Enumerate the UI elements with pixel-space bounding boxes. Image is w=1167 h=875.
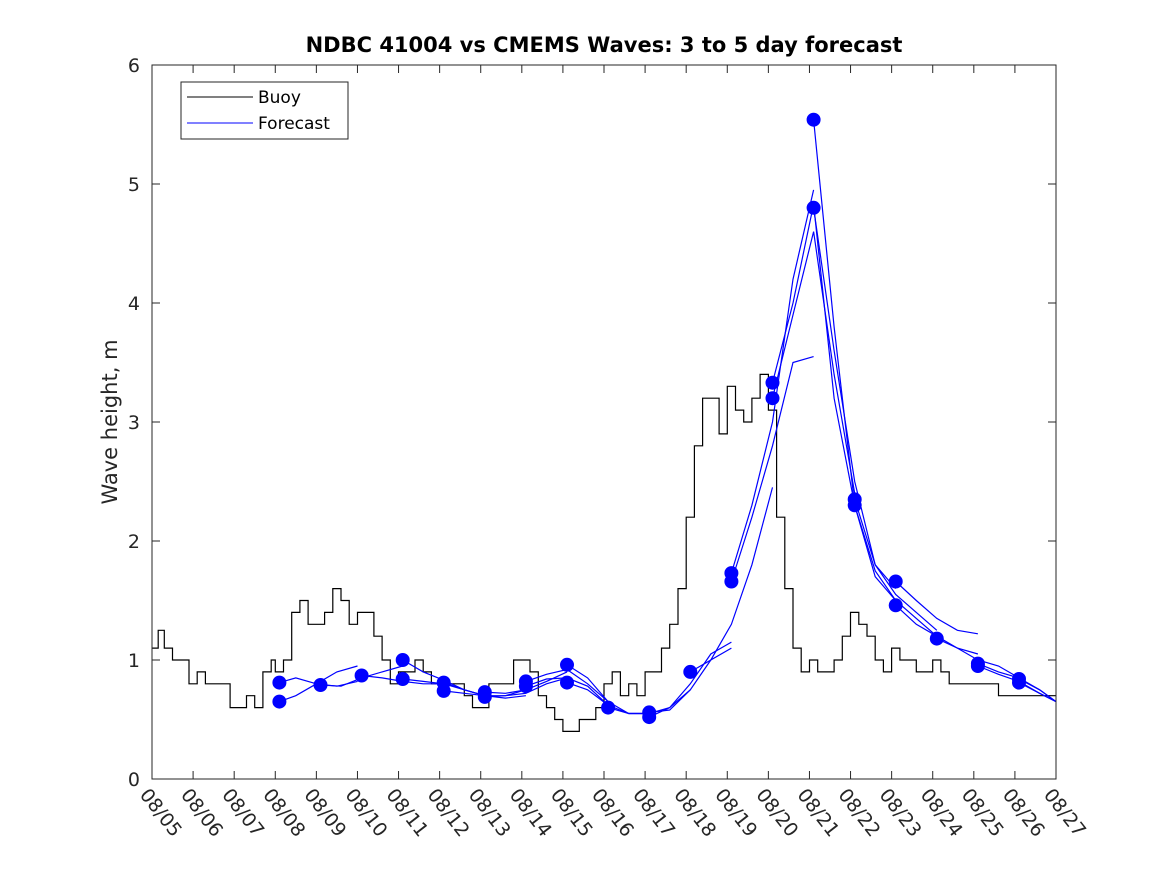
buoy-series-layer	[152, 373, 1056, 732]
forecast-line-24	[813, 207, 897, 589]
forecast-start-marker-10	[477, 689, 492, 704]
forecast-start-marker-18	[683, 664, 698, 679]
forecast-line-27	[895, 581, 979, 635]
chart-title: NDBC 41004 vs CMEMS Waves: 3 to 5 day fo…	[306, 33, 903, 57]
forecast-start-marker-29	[929, 631, 944, 646]
forecast-start-marker-26	[847, 498, 862, 513]
forecast-markers-layer	[272, 112, 1026, 725]
y-tick-label-6: 6	[128, 55, 140, 77]
forecast-line-20	[730, 356, 814, 582]
y-tick-label-2: 2	[128, 531, 140, 553]
y-tick-label-3: 3	[128, 412, 140, 434]
forecast-start-marker-5	[395, 653, 410, 667]
forecast-start-marker-31	[970, 659, 985, 673]
forecast-start-marker-6	[395, 672, 410, 686]
forecast-line-10	[484, 677, 568, 698]
y-axis: 0 1 2 3 4 5 6	[128, 55, 1056, 791]
forecast-start-marker-21	[765, 375, 780, 390]
forecast-start-marker-14	[560, 675, 574, 690]
forecast-line-18	[689, 487, 774, 673]
forecast-start-marker-1	[272, 694, 287, 709]
y-tick-label-1: 1	[128, 650, 140, 672]
forecast-start-marker-3	[313, 678, 328, 692]
forecast-start-marker-33	[1012, 675, 1026, 690]
forecast-start-marker-22	[765, 391, 780, 406]
forecast-start-marker-27	[888, 574, 903, 589]
y-axis-label: Wave height, m	[98, 339, 122, 504]
forecast-start-marker-12	[518, 679, 533, 694]
forecast-line-19	[730, 189, 815, 574]
forecast-start-marker-23	[806, 112, 821, 127]
forecast-line-17	[649, 647, 732, 713]
forecast-start-marker-17	[642, 705, 657, 720]
forecast-start-marker-2	[272, 675, 287, 690]
forecast-start-marker-13	[560, 657, 574, 672]
y-tick-label-5: 5	[128, 174, 140, 196]
legend: Buoy Forecast	[180, 81, 349, 140]
legend-box	[180, 81, 349, 140]
forecast-start-marker-28	[888, 598, 903, 613]
forecast-line-22	[771, 231, 856, 494]
forecast-start-marker-8	[436, 683, 451, 698]
legend-buoy-label: Buoy	[258, 88, 301, 108]
forecast-start-marker-4	[354, 668, 369, 683]
forecast-start-marker-20	[724, 574, 739, 589]
forecast-start-marker-24	[806, 200, 821, 215]
y-tick-label-0: 0	[128, 769, 140, 791]
forecast-line-33	[1018, 682, 1057, 703]
y-tick-label-4: 4	[128, 293, 140, 315]
forecast-start-marker-15	[601, 700, 616, 715]
legend-forecast-label: Forecast	[258, 114, 330, 134]
forecast-line-25	[854, 499, 938, 631]
buoy-line	[152, 373, 1056, 732]
